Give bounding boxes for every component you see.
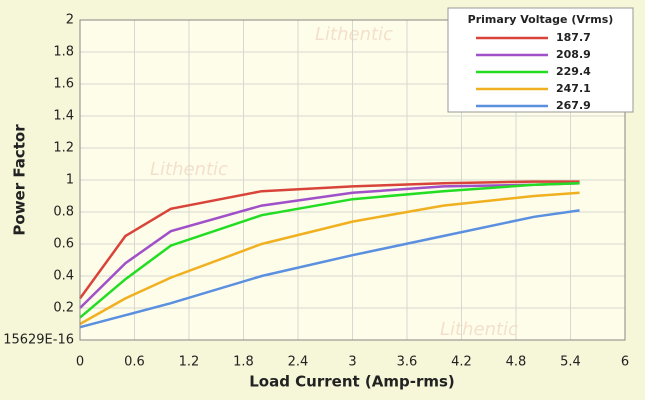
x-tick-label: 4.2	[451, 355, 472, 370]
series-line	[79, 191, 580, 326]
series-line	[78, 180, 580, 300]
x-tick-label: 3	[348, 355, 356, 370]
legend-label: 229.4	[556, 65, 591, 78]
x-tick-label: 0	[76, 355, 84, 370]
y-tick-label: 2	[66, 13, 74, 28]
legend-box	[447, 7, 634, 113]
y-tick-label: 0.6	[53, 237, 74, 252]
x-tick-label: 1.8	[233, 355, 254, 370]
y-tick-label: 1.8	[53, 45, 74, 60]
x-tick-label: 5.4	[560, 355, 581, 370]
x-tick-label: 3.6	[397, 355, 418, 370]
x-tick-label: 6	[621, 355, 629, 370]
watermark: Lithentic	[315, 24, 393, 45]
y-tick-label: 1.2	[53, 141, 74, 156]
x-axis-title: Load Current (Amp-rms)	[249, 373, 455, 391]
series-line	[79, 181, 580, 319]
x-tick-label: 4.8	[506, 355, 527, 370]
y-tick-label: 15629E-16	[3, 333, 74, 348]
plot-border	[79, 19, 626, 341]
x-tick-label: 2.4	[288, 355, 309, 370]
y-tick-label: 0.8	[53, 205, 74, 220]
y-tick-label: 1.4	[53, 109, 74, 124]
legend-label: 267.9	[556, 99, 591, 112]
y-axis-title: Power Factor	[11, 124, 29, 236]
legend-label: 247.1	[556, 82, 591, 95]
legend-label: 187.7	[556, 31, 591, 44]
y-tick-label: 0.2	[53, 301, 74, 316]
y-tick-label: 1.6	[53, 77, 74, 92]
x-tick-label: 1.2	[179, 355, 200, 370]
y-tick-label: 0.4	[53, 269, 74, 284]
series-line	[79, 209, 580, 329]
watermark: Lithentic	[440, 319, 518, 340]
x-tick-label: 0.6	[124, 355, 145, 370]
y-tick-label: 1	[66, 173, 74, 188]
legend-title: Primary Voltage (Vrms)	[468, 13, 614, 26]
legend-label: 208.9	[556, 48, 591, 61]
